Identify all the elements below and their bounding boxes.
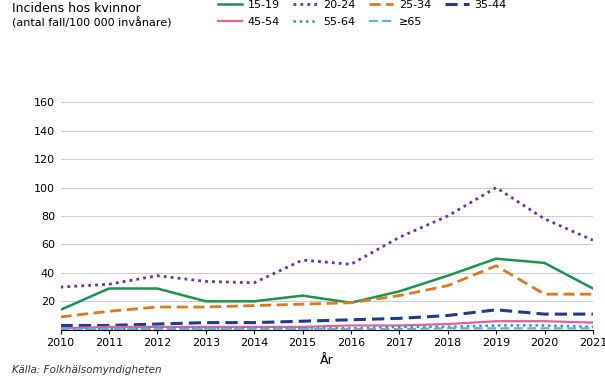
≥65 [444,326,451,330]
55-64 [250,326,258,330]
25-34 [202,305,209,309]
≥65 [105,327,113,331]
Text: (antal fall/100 000 invånare): (antal fall/100 000 invånare) [12,17,172,28]
35-44 [396,316,403,321]
20-24 [202,279,209,283]
25-34 [57,315,64,319]
45-54 [541,319,548,324]
25-34 [105,309,113,313]
25-34 [541,292,548,296]
Line: 45-54: 45-54 [60,321,593,328]
45-54 [57,326,64,330]
≥65 [589,326,597,330]
35-44 [105,323,113,328]
≥65 [541,326,548,330]
35-44 [57,323,64,328]
Legend: 45-54, 55-64, ≥65: 45-54, 55-64, ≥65 [218,17,422,27]
25-34 [250,303,258,308]
45-54 [299,324,306,329]
20-24 [57,285,64,290]
25-34 [154,305,161,309]
15-19 [250,299,258,304]
≥65 [299,327,306,331]
≥65 [250,327,258,331]
35-44 [444,313,451,318]
55-64 [154,326,161,330]
Legend: 15-19, 20-24, 25-34, 35-44: 15-19, 20-24, 25-34, 35-44 [218,0,507,10]
Line: 15-19: 15-19 [60,258,593,310]
45-54 [492,319,500,324]
Line: 20-24: 20-24 [60,188,593,287]
X-axis label: År: År [320,354,333,366]
55-64 [105,327,113,331]
≥65 [154,327,161,331]
55-64 [444,324,451,329]
15-19 [299,293,306,298]
15-19 [589,286,597,291]
15-19 [202,299,209,304]
55-64 [589,324,597,329]
20-24 [589,238,597,243]
25-34 [299,302,306,306]
45-54 [396,323,403,328]
35-44 [492,308,500,312]
55-64 [299,326,306,330]
≥65 [202,327,209,331]
25-34 [492,263,500,268]
45-54 [347,323,355,328]
55-64 [396,324,403,329]
≥65 [57,327,64,331]
25-34 [396,293,403,298]
15-19 [57,308,64,312]
35-44 [250,320,258,325]
20-24 [299,258,306,262]
20-24 [541,216,548,221]
25-34 [589,292,597,296]
≥65 [396,327,403,331]
15-19 [492,256,500,261]
20-24 [396,235,403,240]
≥65 [492,326,500,330]
Text: Källa: Folkhälsomyndigheten: Källa: Folkhälsomyndigheten [12,365,162,375]
55-64 [202,326,209,330]
35-44 [202,320,209,325]
15-19 [347,301,355,305]
15-19 [154,286,161,291]
45-54 [154,324,161,329]
45-54 [444,322,451,326]
25-34 [347,301,355,305]
35-44 [299,319,306,324]
15-19 [541,261,548,265]
35-44 [589,312,597,316]
Line: 55-64: 55-64 [60,326,593,329]
20-24 [105,282,113,287]
20-24 [492,185,500,190]
Line: 35-44: 35-44 [60,310,593,326]
45-54 [105,324,113,329]
Text: Incidens hos kvinnor: Incidens hos kvinnor [12,2,141,15]
35-44 [541,312,548,316]
15-19 [444,274,451,278]
45-54 [589,320,597,325]
25-34 [444,283,451,288]
35-44 [347,318,355,322]
15-19 [396,289,403,294]
≥65 [347,327,355,331]
Line: 25-34: 25-34 [60,266,593,317]
20-24 [154,274,161,278]
55-64 [57,327,64,331]
55-64 [492,323,500,328]
45-54 [250,324,258,329]
55-64 [541,323,548,328]
20-24 [250,280,258,285]
Line: ≥65: ≥65 [60,328,593,329]
45-54 [202,324,209,329]
20-24 [444,214,451,218]
15-19 [105,286,113,291]
35-44 [154,322,161,326]
20-24 [347,262,355,267]
55-64 [347,326,355,330]
